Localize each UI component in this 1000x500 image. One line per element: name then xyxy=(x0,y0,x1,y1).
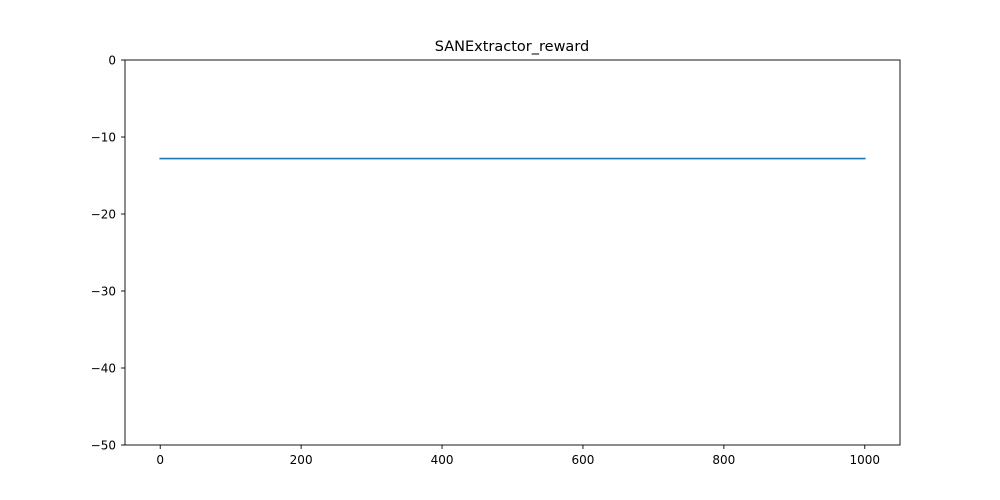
y-tick-label: −20 xyxy=(91,208,116,222)
x-tick-label: 1000 xyxy=(849,453,880,467)
x-tick-label: 600 xyxy=(572,453,595,467)
x-tick-label: 400 xyxy=(431,453,454,467)
x-tick-label: 200 xyxy=(290,453,313,467)
y-tick-label: −50 xyxy=(91,439,116,453)
x-tick-label: 800 xyxy=(712,453,735,467)
chart-title: SANExtractor_reward xyxy=(435,39,589,55)
axes: 0 200 400 600 800 1000 0 −10 −20 −30 −40 −50 xyxy=(91,54,901,467)
x-tick-label: 0 xyxy=(156,453,164,467)
y-tick-label: −40 xyxy=(91,362,116,376)
y-tick-label: −30 xyxy=(91,285,116,299)
y-tick-label: 0 xyxy=(108,54,116,68)
plot-frame xyxy=(124,59,901,446)
y-tick-label: −10 xyxy=(91,131,116,145)
